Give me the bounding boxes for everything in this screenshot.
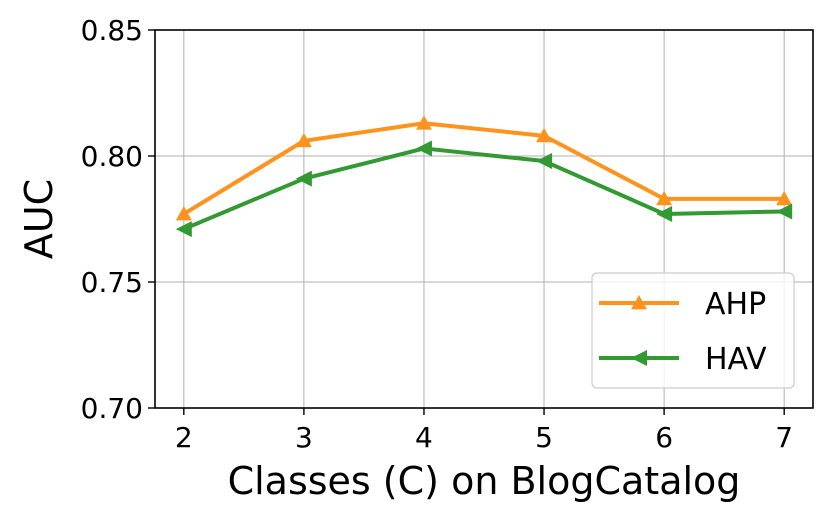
legend-label: HAV xyxy=(705,342,767,377)
marker xyxy=(631,295,647,310)
series-line xyxy=(183,146,785,231)
y-tick-label: 0.70 xyxy=(81,392,143,425)
marker xyxy=(536,153,553,170)
x-tick-label: 6 xyxy=(655,421,673,454)
marker xyxy=(415,115,432,130)
x-tick-label: 3 xyxy=(295,421,313,454)
marker xyxy=(295,170,312,187)
legend: AHP HAV xyxy=(591,272,795,389)
x-tick-label: 2 xyxy=(175,421,193,454)
marker xyxy=(175,221,192,238)
x-tick-label: 4 xyxy=(415,421,433,454)
marker xyxy=(536,127,553,143)
x-tick-label: 7 xyxy=(775,421,793,454)
axes-frame xyxy=(154,29,814,409)
y-tick-label: 0.75 xyxy=(81,266,143,299)
series-line xyxy=(182,121,785,216)
plot xyxy=(175,115,793,238)
marker xyxy=(175,205,192,221)
y-axis-label: AUC xyxy=(17,179,61,259)
legend-label: AHP xyxy=(705,287,766,322)
marker xyxy=(295,132,312,148)
y-tick-label: 0.85 xyxy=(81,14,143,47)
x-axis-label: Classes (C) on BlogCatalog xyxy=(228,459,741,503)
marker xyxy=(656,205,673,222)
marker xyxy=(631,350,647,366)
marker xyxy=(776,203,793,220)
grid: 0.70 0.75 0.80 0.85 2 3 4 5 6 7 xyxy=(81,14,813,454)
x-tick-label: 5 xyxy=(535,421,553,454)
marker xyxy=(415,140,432,157)
marker xyxy=(776,190,793,206)
marker xyxy=(656,190,673,206)
y-tick-label: 0.80 xyxy=(81,140,143,173)
